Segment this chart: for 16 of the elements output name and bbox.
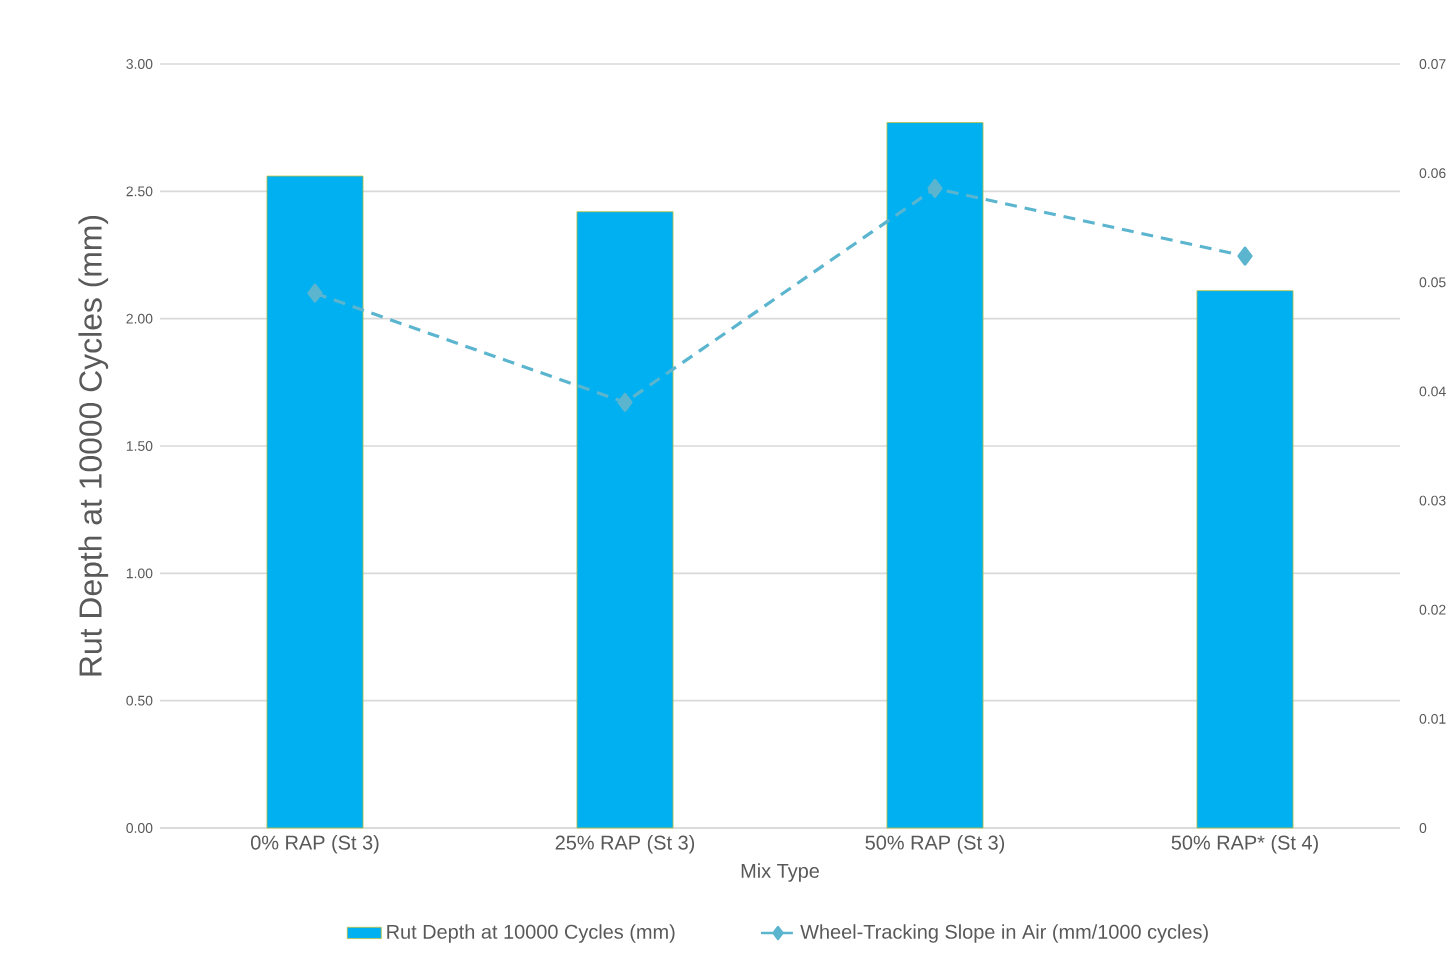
point (307, 283, 323, 303)
legend-label: Wheel-Tracking Slope in Air (mm/1000 cycles) (800, 924, 1208, 943)
x-tick-label: 50% RAP* (St 4) (1171, 835, 1318, 854)
bar (576, 211, 674, 829)
point (1237, 246, 1253, 266)
y-axis-title: Rut Depth at 10000 Cycles (mm) (78, 215, 109, 676)
bar (266, 175, 364, 829)
x-tick-label: 0% RAP (St 3) (251, 835, 379, 854)
x-tick-label: 25% RAP (St 3) (555, 835, 695, 854)
legend-label: Rut Depth at 10000 Cycles (mm) (387, 924, 675, 943)
x-axis-title: Mix Type (741, 863, 819, 882)
bar (886, 122, 984, 829)
point (927, 178, 943, 198)
x-tick-label: 50% RAP (St 3) (865, 835, 1005, 854)
bar (1196, 290, 1294, 829)
point (617, 392, 633, 412)
